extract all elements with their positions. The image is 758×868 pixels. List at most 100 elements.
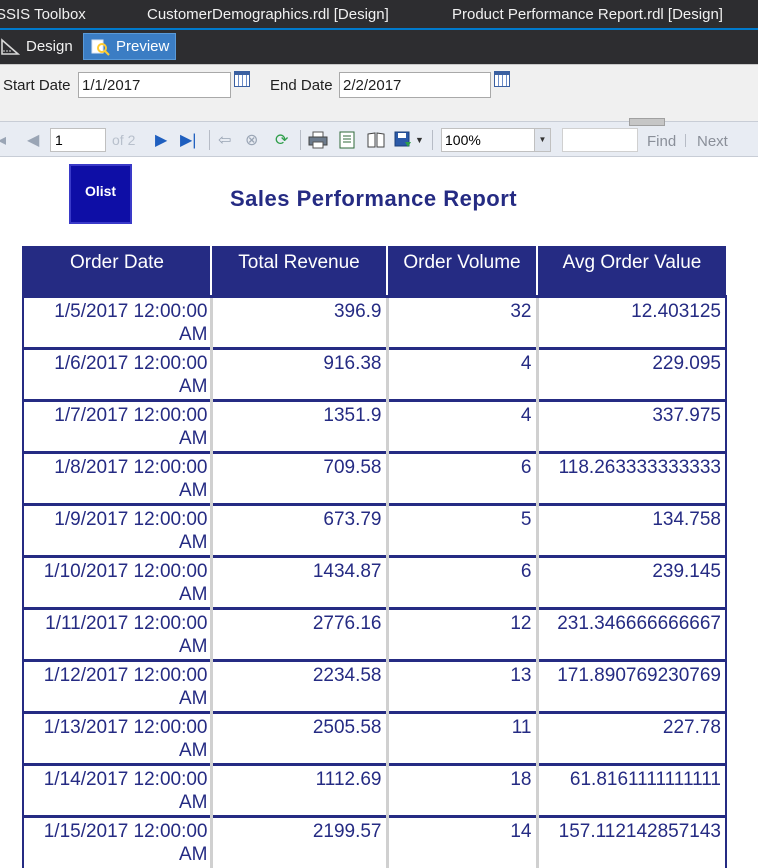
total-revenue-cell: 396.9	[209, 294, 387, 348]
column-header: Order Date	[22, 246, 211, 297]
order-volume-cell: 18	[385, 762, 537, 816]
avg-order-value-cell: 231.346666666667	[535, 606, 727, 660]
toolbar-separator	[685, 134, 686, 147]
design-ruler-icon	[1, 37, 20, 55]
export-dropdown-icon[interactable]: ▼	[415, 135, 424, 145]
refresh-icon[interactable]: ⟳	[275, 132, 289, 149]
order-date-cell: 1/6/2017 12:00:00 AM	[22, 346, 211, 400]
start-date-label: Start Date	[3, 77, 71, 94]
order-date-cell: 1/13/2017 12:00:00 AM	[22, 710, 211, 764]
collapse-parameters-handle[interactable]	[629, 118, 665, 126]
preview-tab-button[interactable]: Preview	[83, 33, 177, 60]
total-revenue-cell: 2776.16	[209, 606, 387, 660]
order-volume-cell: 6	[385, 554, 537, 608]
avg-order-value-cell: 118.263333333333	[535, 450, 727, 504]
find-text-input[interactable]	[562, 128, 638, 152]
preview-magnifier-icon	[91, 39, 110, 56]
total-revenue-cell: 1112.69	[209, 762, 387, 816]
end-date-calendar-icon[interactable]	[494, 71, 510, 87]
toolbar-separator	[300, 130, 301, 150]
avg-order-value-cell: 134.758	[535, 502, 727, 556]
table-row: 1/10/2017 12:00:00 AM 1434.87 6 239.145	[22, 554, 727, 608]
print-layout-icon[interactable]	[338, 131, 356, 149]
export-save-icon[interactable]	[394, 131, 412, 149]
find-link[interactable]: Find	[647, 133, 677, 150]
total-revenue-cell: 2199.57	[209, 814, 387, 868]
table-row: 1/8/2017 12:00:00 AM 709.58 6 118.263333…	[22, 450, 727, 504]
end-date-label: End Date	[270, 77, 333, 94]
avg-order-value-cell: 171.890769230769	[535, 658, 727, 712]
view-mode-bar: Design Preview	[0, 30, 758, 64]
column-header: Total Revenue	[210, 246, 387, 297]
order-date-cell: 1/5/2017 12:00:00 AM	[22, 294, 211, 348]
order-volume-cell: 13	[385, 658, 537, 712]
table-row: 1/13/2017 12:00:00 AM 2505.58 11 227.78	[22, 710, 727, 764]
company-logo: Olist	[69, 164, 132, 224]
zoom-select[interactable]: 100% ▼	[441, 128, 551, 152]
order-volume-cell: 32	[385, 294, 537, 348]
page-number-input[interactable]: 1	[50, 128, 106, 152]
zoom-dropdown-icon[interactable]: ▼	[534, 129, 550, 151]
order-volume-cell: 5	[385, 502, 537, 556]
start-date-input[interactable]: 1/1/2017	[78, 72, 231, 98]
zoom-value: 100%	[445, 132, 481, 148]
total-revenue-cell: 2234.58	[209, 658, 387, 712]
order-volume-cell: 14	[385, 814, 537, 868]
order-volume-cell: 4	[385, 346, 537, 400]
table-row: 1/9/2017 12:00:00 AM 673.79 5 134.758	[22, 502, 727, 556]
total-revenue-cell: 673.79	[209, 502, 387, 556]
avg-order-value-cell: 239.145	[535, 554, 727, 608]
order-date-cell: 1/10/2017 12:00:00 AM	[22, 554, 211, 608]
next-page-icon[interactable]: ▶	[155, 132, 168, 149]
table-row: 1/7/2017 12:00:00 AM 1351.9 4 337.975	[22, 398, 727, 452]
tab-product-performance[interactable]: Product Performance Report.rdl [Design]	[452, 6, 723, 23]
order-date-cell: 1/14/2017 12:00:00 AM	[22, 762, 211, 816]
first-page-icon[interactable]: ◂	[0, 132, 7, 149]
avg-order-value-cell: 227.78	[535, 710, 727, 764]
toolbar-separator	[432, 130, 433, 150]
column-header: Avg Order Value	[536, 246, 726, 297]
design-tab-button[interactable]: Design	[0, 33, 79, 60]
order-volume-cell: 4	[385, 398, 537, 452]
total-revenue-cell: 1351.9	[209, 398, 387, 452]
table-row: 1/6/2017 12:00:00 AM 916.38 4 229.095	[22, 346, 727, 400]
parameters-panel: Start Date 1/1/2017 End Date 2/2/2017	[0, 64, 758, 121]
document-tab-bar: SSIS Toolbox CustomerDemographics.rdl [D…	[0, 0, 758, 30]
avg-order-value-cell: 229.095	[535, 346, 727, 400]
table-row: 1/11/2017 12:00:00 AM 2776.16 12 231.346…	[22, 606, 727, 660]
order-volume-cell: 12	[385, 606, 537, 660]
order-date-cell: 1/9/2017 12:00:00 AM	[22, 502, 211, 556]
end-date-input[interactable]: 2/2/2017	[339, 72, 491, 98]
page-setup-icon[interactable]	[366, 131, 386, 149]
start-date-calendar-icon[interactable]	[234, 71, 250, 87]
total-revenue-cell: 709.58	[209, 450, 387, 504]
table-row: 1/12/2017 12:00:00 AM 2234.58 13 171.890…	[22, 658, 727, 712]
table-header-row: Order Date Total Revenue Order Volume Av…	[22, 246, 726, 297]
find-next-link[interactable]: Next	[697, 133, 728, 150]
total-revenue-cell: 1434.87	[209, 554, 387, 608]
order-volume-cell: 11	[385, 710, 537, 764]
avg-order-value-cell: 61.8161111111111	[535, 762, 727, 816]
report-table: Order Date Total Revenue Order Volume Av…	[22, 246, 727, 868]
previous-page-icon[interactable]: ◀	[27, 132, 40, 149]
avg-order-value-cell: 12.403125	[535, 294, 727, 348]
tab-ssis-toolbox[interactable]: SSIS Toolbox	[0, 6, 86, 23]
preview-tab-label: Preview	[116, 38, 170, 55]
back-to-parent-icon[interactable]: ⇦	[218, 132, 232, 149]
avg-order-value-cell: 337.975	[535, 398, 727, 452]
column-header: Order Volume	[386, 246, 537, 297]
table-row: 1/15/2017 12:00:00 AM 2199.57 14 157.112…	[22, 814, 727, 868]
stop-icon[interactable]: ⊗	[245, 132, 259, 149]
report-title: Sales Performance Report	[230, 186, 518, 211]
tab-customer-demographics[interactable]: CustomerDemographics.rdl [Design]	[147, 6, 389, 23]
total-revenue-cell: 2505.58	[209, 710, 387, 764]
order-date-cell: 1/8/2017 12:00:00 AM	[22, 450, 211, 504]
design-tab-label: Design	[26, 38, 73, 55]
total-revenue-cell: 916.38	[209, 346, 387, 400]
order-date-cell: 1/15/2017 12:00:00 AM	[22, 814, 211, 868]
order-volume-cell: 6	[385, 450, 537, 504]
last-page-icon[interactable]: ▶|	[180, 132, 197, 149]
print-icon[interactable]	[308, 131, 328, 149]
order-date-cell: 1/12/2017 12:00:00 AM	[22, 658, 211, 712]
order-date-cell: 1/11/2017 12:00:00 AM	[22, 606, 211, 660]
